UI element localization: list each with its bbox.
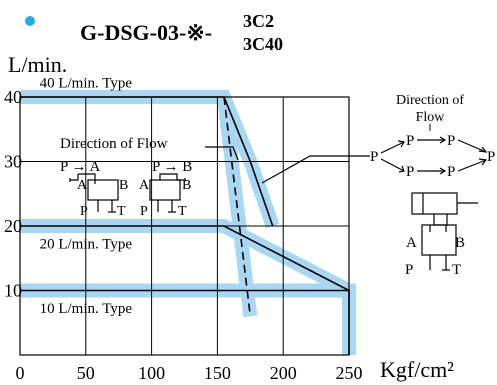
side-valve-symbol bbox=[411, 192, 478, 271]
valve-symbol-pb bbox=[149, 173, 186, 213]
valve-pa-port-a: A bbox=[77, 178, 88, 193]
tick-labels: 0 50 100 150 200 250 10 20 30 40 bbox=[4, 87, 363, 383]
flow-leader-line bbox=[205, 146, 239, 161]
side-port-p-bot2: P bbox=[447, 164, 455, 180]
side-title-line1: Direction of bbox=[396, 93, 464, 108]
side-title-line2: Flow bbox=[416, 110, 446, 125]
x-tick-label: 200 bbox=[270, 363, 297, 383]
valve-pb-port-t: T bbox=[178, 204, 187, 219]
x-tick-label: 100 bbox=[138, 363, 165, 383]
valve-pa-port-b: B bbox=[119, 178, 128, 193]
series-lines bbox=[20, 96, 350, 355]
side-port-p-right: P bbox=[487, 149, 495, 165]
valve-pb-port-p: P bbox=[140, 204, 148, 219]
y-tick-label: 30 bbox=[4, 152, 22, 172]
x-tick-label: 0 bbox=[16, 363, 25, 383]
side-leader-line bbox=[261, 155, 370, 184]
flow-pa-label: P → A bbox=[60, 159, 100, 175]
series-labels: 40 L/min. Type 20 L/min. Type 10 L/min. Ty… bbox=[40, 75, 133, 317]
series-line-1 bbox=[20, 96, 274, 227]
y-tick-label: 10 bbox=[4, 281, 22, 301]
valve-pa-port-t: T bbox=[117, 204, 126, 219]
side-valve-port-a: A bbox=[406, 235, 417, 251]
x-tick-label: 250 bbox=[336, 363, 363, 383]
side-valve-port-b: B bbox=[455, 235, 465, 251]
flow-annotation: Direction of Flow P → A P → B A B P T A … bbox=[60, 136, 239, 219]
valve-pb-port-b: B bbox=[182, 178, 191, 193]
side-port-p-left: P bbox=[370, 149, 378, 165]
side-port-p-top2: P bbox=[447, 133, 455, 149]
series-line-2 bbox=[20, 225, 350, 292]
side-valve-port-p: P bbox=[405, 262, 413, 278]
valve-pb-port-a: A bbox=[139, 178, 150, 193]
x-tick-label: 150 bbox=[204, 363, 231, 383]
model-suffix-bottom: 3C40 bbox=[243, 34, 283, 54]
svg-text:G-DSG-03-※-: G-DSG-03-※- bbox=[80, 20, 212, 45]
flow-title: Direction of Flow bbox=[60, 136, 168, 152]
series-label: 20 L/min. Type bbox=[40, 237, 133, 253]
side-port-p-bot1: P bbox=[406, 164, 414, 180]
flow-pb-label: P → B bbox=[152, 159, 192, 175]
y-tick-label: 40 bbox=[4, 87, 22, 107]
x-tick-label: 50 bbox=[77, 363, 95, 383]
side-valve-port-t: T bbox=[452, 262, 461, 278]
side-flow-arrows bbox=[380, 136, 488, 175]
series-line-3 bbox=[20, 289, 350, 355]
model-prefix: G-DSG-03- bbox=[80, 20, 186, 45]
side-flow-diagram: Direction of Flow P P P P P P bbox=[261, 93, 495, 278]
x-axis-label: Kgf/cm² bbox=[380, 357, 454, 382]
y-axis-label: L/min. bbox=[8, 52, 67, 77]
valve-symbol-pa bbox=[69, 173, 119, 213]
model-dash: - bbox=[205, 20, 212, 45]
series-label: 40 L/min. Type bbox=[40, 75, 133, 91]
dashed-flow-line bbox=[223, 96, 252, 317]
valve-pa-port-p: P bbox=[80, 204, 88, 219]
model-suffix-top: 3C2 bbox=[243, 11, 274, 31]
title-bullet bbox=[25, 16, 35, 26]
y-tick-label: 20 bbox=[4, 216, 22, 236]
side-port-p-top1: P bbox=[406, 133, 414, 149]
series-label: 10 L/min. Type bbox=[40, 301, 133, 317]
model-mark: ※ bbox=[186, 20, 204, 45]
